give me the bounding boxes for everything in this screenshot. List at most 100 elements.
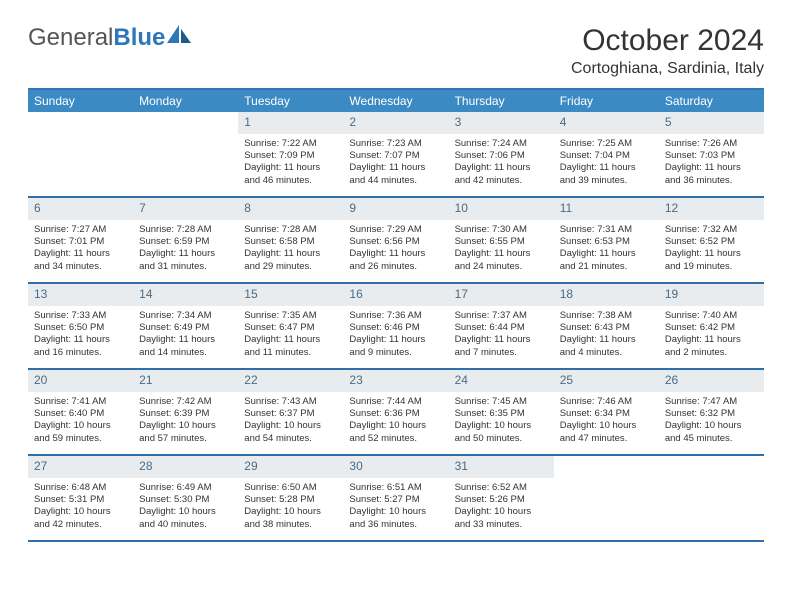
calendar-day-cell: 1Sunrise: 7:22 AMSunset: 7:09 PMDaylight… [238,112,343,196]
sunrise-line: Sunrise: 7:23 AM [349,138,442,150]
daylight-line: Daylight: 11 hours and 4 minutes. [560,334,653,359]
day-body: Sunrise: 7:22 AMSunset: 7:09 PMDaylight:… [238,134,343,191]
sunset-line: Sunset: 7:09 PM [244,150,337,162]
sunset-line: Sunset: 6:39 PM [139,408,232,420]
day-number: 19 [659,284,764,306]
sunset-line: Sunset: 5:28 PM [244,494,337,506]
day-number: 1 [238,112,343,134]
sunrise-line: Sunrise: 6:48 AM [34,482,127,494]
calendar-day-cell: 7Sunrise: 7:28 AMSunset: 6:59 PMDaylight… [133,198,238,282]
day-body: Sunrise: 7:33 AMSunset: 6:50 PMDaylight:… [28,306,133,363]
sunrise-line: Sunrise: 6:51 AM [349,482,442,494]
calendar-day-cell: 23Sunrise: 7:44 AMSunset: 6:36 PMDayligh… [343,370,448,454]
day-number: 23 [343,370,448,392]
weekday-header: Wednesday [343,90,448,112]
daylight-line: Daylight: 11 hours and 14 minutes. [139,334,232,359]
sunset-line: Sunset: 6:53 PM [560,236,653,248]
day-number: 21 [133,370,238,392]
calendar-week-row: 1Sunrise: 7:22 AMSunset: 7:09 PMDaylight… [28,112,764,198]
daylight-line: Daylight: 10 hours and 50 minutes. [455,420,548,445]
day-number: 4 [554,112,659,134]
weekday-header: Tuesday [238,90,343,112]
day-body: Sunrise: 7:32 AMSunset: 6:52 PMDaylight:… [659,220,764,277]
sunset-line: Sunset: 6:46 PM [349,322,442,334]
calendar-day-cell: 21Sunrise: 7:42 AMSunset: 6:39 PMDayligh… [133,370,238,454]
calendar-day-cell: 22Sunrise: 7:43 AMSunset: 6:37 PMDayligh… [238,370,343,454]
calendar-day-cell: 11Sunrise: 7:31 AMSunset: 6:53 PMDayligh… [554,198,659,282]
sunrise-line: Sunrise: 7:47 AM [665,396,758,408]
sunrise-line: Sunrise: 7:31 AM [560,224,653,236]
sunset-line: Sunset: 6:32 PM [665,408,758,420]
daylight-line: Daylight: 10 hours and 59 minutes. [34,420,127,445]
sunset-line: Sunset: 6:34 PM [560,408,653,420]
daylight-line: Daylight: 10 hours and 40 minutes. [139,506,232,531]
day-body: Sunrise: 7:31 AMSunset: 6:53 PMDaylight:… [554,220,659,277]
day-number: 8 [238,198,343,220]
day-number: 3 [449,112,554,134]
day-body: Sunrise: 7:23 AMSunset: 7:07 PMDaylight:… [343,134,448,191]
weekday-header: Friday [554,90,659,112]
sunset-line: Sunset: 7:01 PM [34,236,127,248]
day-body: Sunrise: 7:28 AMSunset: 6:58 PMDaylight:… [238,220,343,277]
weekday-header-row: SundayMondayTuesdayWednesdayThursdayFrid… [28,90,764,112]
day-number: 31 [449,456,554,478]
daylight-line: Daylight: 11 hours and 26 minutes. [349,248,442,273]
sunset-line: Sunset: 6:44 PM [455,322,548,334]
logo-text: GeneralBlue [28,24,165,52]
day-number: 14 [133,284,238,306]
day-number [28,112,133,134]
day-number: 11 [554,198,659,220]
sunrise-line: Sunrise: 7:45 AM [455,396,548,408]
daylight-line: Daylight: 11 hours and 44 minutes. [349,162,442,187]
day-body: Sunrise: 7:47 AMSunset: 6:32 PMDaylight:… [659,392,764,449]
sunset-line: Sunset: 6:50 PM [34,322,127,334]
day-body: Sunrise: 7:30 AMSunset: 6:55 PMDaylight:… [449,220,554,277]
calendar-week-row: 13Sunrise: 7:33 AMSunset: 6:50 PMDayligh… [28,284,764,370]
calendar-day-cell: 27Sunrise: 6:48 AMSunset: 5:31 PMDayligh… [28,456,133,540]
day-body: Sunrise: 7:40 AMSunset: 6:42 PMDaylight:… [659,306,764,363]
sunset-line: Sunset: 6:43 PM [560,322,653,334]
sunrise-line: Sunrise: 6:52 AM [455,482,548,494]
calendar-day-cell: 5Sunrise: 7:26 AMSunset: 7:03 PMDaylight… [659,112,764,196]
day-body: Sunrise: 7:44 AMSunset: 6:36 PMDaylight:… [343,392,448,449]
sunset-line: Sunset: 5:26 PM [455,494,548,506]
daylight-line: Daylight: 11 hours and 42 minutes. [455,162,548,187]
daylight-line: Daylight: 10 hours and 42 minutes. [34,506,127,531]
calendar-day-cell: 16Sunrise: 7:36 AMSunset: 6:46 PMDayligh… [343,284,448,368]
calendar-day-cell: 29Sunrise: 6:50 AMSunset: 5:28 PMDayligh… [238,456,343,540]
sunset-line: Sunset: 6:58 PM [244,236,337,248]
day-number [133,112,238,134]
day-number: 2 [343,112,448,134]
sunset-line: Sunset: 6:59 PM [139,236,232,248]
day-body: Sunrise: 7:45 AMSunset: 6:35 PMDaylight:… [449,392,554,449]
sunrise-line: Sunrise: 7:29 AM [349,224,442,236]
day-body: Sunrise: 7:42 AMSunset: 6:39 PMDaylight:… [133,392,238,449]
calendar-day-cell: 30Sunrise: 6:51 AMSunset: 5:27 PMDayligh… [343,456,448,540]
sunrise-line: Sunrise: 7:38 AM [560,310,653,322]
day-number: 20 [28,370,133,392]
sunrise-line: Sunrise: 7:22 AM [244,138,337,150]
weekday-header: Sunday [28,90,133,112]
title-block: October 2024 Cortoghiana, Sardinia, Ital… [571,24,764,78]
day-number: 26 [659,370,764,392]
day-number: 15 [238,284,343,306]
weekday-header: Monday [133,90,238,112]
day-body: Sunrise: 7:36 AMSunset: 6:46 PMDaylight:… [343,306,448,363]
sunrise-line: Sunrise: 7:28 AM [139,224,232,236]
day-body: Sunrise: 7:27 AMSunset: 7:01 PMDaylight:… [28,220,133,277]
sunrise-line: Sunrise: 7:26 AM [665,138,758,150]
day-body: Sunrise: 7:43 AMSunset: 6:37 PMDaylight:… [238,392,343,449]
daylight-line: Daylight: 11 hours and 9 minutes. [349,334,442,359]
sunset-line: Sunset: 6:35 PM [455,408,548,420]
sunrise-line: Sunrise: 7:46 AM [560,396,653,408]
sunset-line: Sunset: 5:27 PM [349,494,442,506]
sunrise-line: Sunrise: 6:49 AM [139,482,232,494]
page-title: October 2024 [571,24,764,58]
day-body: Sunrise: 7:28 AMSunset: 6:59 PMDaylight:… [133,220,238,277]
sunrise-line: Sunrise: 7:44 AM [349,396,442,408]
day-body: Sunrise: 6:52 AMSunset: 5:26 PMDaylight:… [449,478,554,535]
daylight-line: Daylight: 11 hours and 11 minutes. [244,334,337,359]
day-number: 7 [133,198,238,220]
sunset-line: Sunset: 6:52 PM [665,236,758,248]
day-number: 24 [449,370,554,392]
